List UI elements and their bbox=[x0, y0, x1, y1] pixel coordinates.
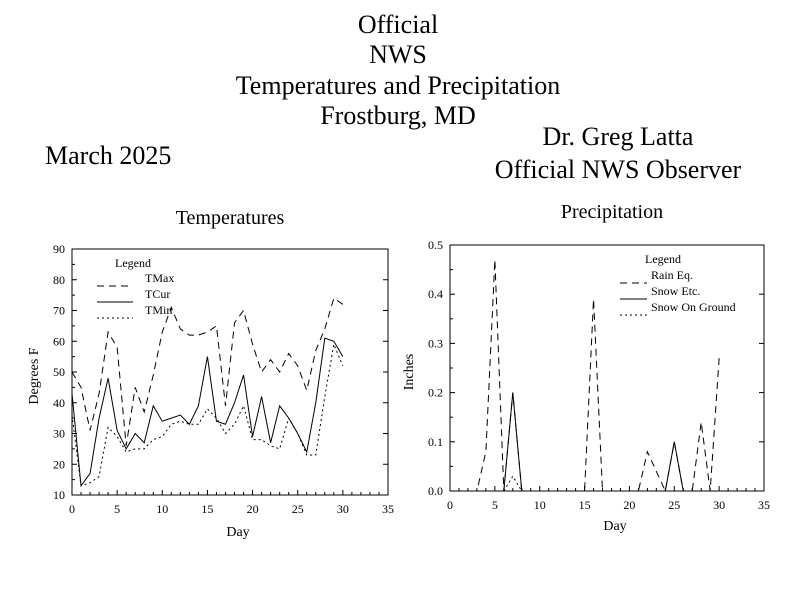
chart2-ytick-label: 0.5 bbox=[428, 238, 443, 252]
chart1-ytick-label: 30 bbox=[53, 427, 65, 441]
chart1-ytick-label: 70 bbox=[53, 304, 65, 318]
header-line-nws: NWS bbox=[369, 40, 427, 69]
chart1-ytick-label: 20 bbox=[53, 457, 65, 471]
chart2-xtick-label: 5 bbox=[492, 498, 498, 512]
chart2-ytick-label: 0.1 bbox=[428, 435, 443, 449]
chart2-legend-label: Snow On Ground bbox=[651, 300, 736, 314]
chart1-ytick-label: 90 bbox=[53, 242, 65, 256]
chart1-xtick-label: 0 bbox=[69, 502, 75, 516]
chart1-xtick-label: 15 bbox=[201, 502, 213, 516]
chart2-xtick-label: 0 bbox=[447, 498, 453, 512]
chart1-xtick-label: 30 bbox=[337, 502, 349, 516]
chart1-legend-label: TMax bbox=[145, 271, 174, 285]
observer-name: Dr. Greg Latta bbox=[542, 122, 694, 151]
chart2-series-snow-etc bbox=[458, 392, 720, 492]
chart1-ytick-label: 50 bbox=[53, 365, 65, 379]
chart1-ytick-label: 10 bbox=[53, 488, 65, 502]
chart1-xtick-label: 10 bbox=[156, 502, 168, 516]
chart1-series-tcur bbox=[71, 337, 344, 488]
chart1-ylabel: Degrees F bbox=[27, 347, 42, 404]
chart2-xtick-label: 35 bbox=[758, 498, 770, 512]
chart2-plot-frame bbox=[449, 244, 765, 492]
chart2-xlabel: Day bbox=[603, 519, 626, 534]
chart2-ytick-label: 0.2 bbox=[428, 386, 443, 400]
chart2-legend-title: Legend bbox=[645, 252, 681, 266]
header-line-official: Official bbox=[357, 10, 439, 39]
chart1-xtick-label: 20 bbox=[247, 502, 259, 516]
chart2-xtick-label: 30 bbox=[713, 498, 725, 512]
observer-title: Official NWS Observer bbox=[494, 155, 742, 184]
chart1-xtick-label: 5 bbox=[114, 502, 120, 516]
chart2-ytick-label: 0.3 bbox=[428, 336, 443, 350]
chart2-ytick-label: 0.0 bbox=[428, 484, 443, 498]
chart2-legend-label: Snow Etc. bbox=[651, 284, 700, 298]
chart2-legend-label: Rain Eq. bbox=[651, 268, 693, 282]
chart2-title: Precipitation bbox=[561, 201, 663, 223]
chart1-legend-label: TCur bbox=[145, 287, 170, 301]
chart1-ytick-label: 80 bbox=[53, 273, 65, 287]
chart1-xtick-label: 25 bbox=[292, 502, 304, 516]
chart2-ylabel: Inches bbox=[402, 354, 417, 391]
chart1-xtick-label: 35 bbox=[382, 502, 394, 516]
chart1-legend-title: Legend bbox=[115, 256, 151, 270]
chart1-ytick-label: 60 bbox=[53, 334, 65, 348]
chart1-series-tmin bbox=[71, 342, 344, 487]
chart2-xtick-label: 20 bbox=[623, 498, 635, 512]
chart2-xtick-label: 25 bbox=[668, 498, 680, 512]
chart1-title: Temperatures bbox=[176, 207, 285, 229]
header-line-location: Frostburg, MD bbox=[320, 101, 476, 130]
chart1-ytick-label: 40 bbox=[53, 396, 65, 410]
period-label: March 2025 bbox=[45, 141, 172, 170]
chart2-ytick-label: 0.4 bbox=[428, 287, 443, 301]
chart2-xtick-label: 15 bbox=[579, 498, 591, 512]
chart2-series-snow-on-ground bbox=[458, 475, 720, 492]
chart1-legend-label: TMin bbox=[145, 303, 172, 317]
header-line-title: Temperatures and Precipitation bbox=[235, 71, 561, 100]
chart1-xlabel: Day bbox=[226, 525, 249, 540]
chart1-series-tmax bbox=[71, 297, 344, 446]
chart2-xtick-label: 10 bbox=[534, 498, 546, 512]
